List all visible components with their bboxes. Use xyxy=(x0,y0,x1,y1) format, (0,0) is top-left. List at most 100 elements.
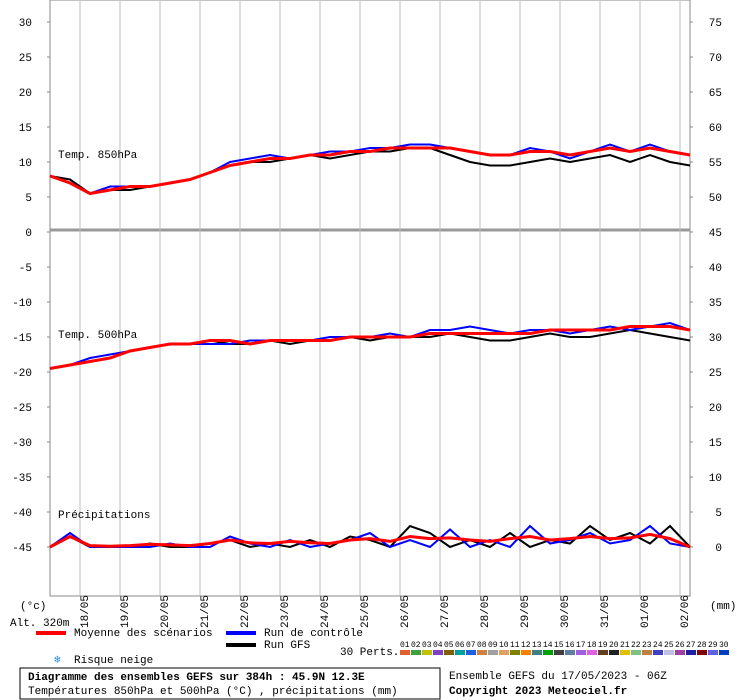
x-tick-label: 29/05 xyxy=(520,595,532,628)
y-tick-label: -15 xyxy=(12,333,32,345)
perturbation-label: 17 xyxy=(576,641,586,650)
y2-tick-label: 10 xyxy=(709,473,722,485)
perturbation-swatch xyxy=(587,650,597,655)
perturbation-label: 24 xyxy=(653,641,663,650)
y2-tick-label: 70 xyxy=(709,53,722,65)
y2-tick-label: 40 xyxy=(709,263,722,275)
perturbation-swatch xyxy=(697,650,707,655)
perturbation-swatch xyxy=(477,650,487,655)
y2-tick-label: 55 xyxy=(709,158,722,170)
y-tick-label: 5 xyxy=(25,193,32,205)
perturbation-swatch xyxy=(631,650,641,655)
perturbation-swatch xyxy=(719,650,729,655)
legend-label: Run GFS xyxy=(264,640,311,652)
perturbations-title: 30 Perts. xyxy=(340,647,399,659)
perturbation-swatch xyxy=(653,650,663,655)
perturbation-label: 19 xyxy=(598,641,608,650)
panel-label: Temp. 850hPa xyxy=(58,150,138,162)
x-tick-label: 23/05 xyxy=(280,595,292,628)
perturbation-swatch xyxy=(620,650,630,655)
x-tick-label: 25/05 xyxy=(360,595,372,628)
perturbation-swatch xyxy=(400,650,410,655)
perturbation-label: 09 xyxy=(488,641,498,650)
y2-tick-label: 75 xyxy=(709,18,722,30)
y-tick-label: 15 xyxy=(19,123,32,135)
footer-title: Diagramme des ensembles GEFS sur 384h : … xyxy=(28,672,365,684)
perturbation-label: 22 xyxy=(631,641,641,650)
y-tick-label: -30 xyxy=(12,438,32,450)
y-tick-label: -20 xyxy=(12,368,32,380)
perturbation-label: 14 xyxy=(543,641,553,650)
snow-risk: Risque neige xyxy=(74,655,153,667)
x-tick-label: 20/05 xyxy=(160,595,172,628)
y2-tick-label: 60 xyxy=(709,123,722,135)
perturbation-swatch xyxy=(411,650,421,655)
perturbation-label: 10 xyxy=(499,641,509,650)
perturbation-label: 27 xyxy=(686,641,696,650)
y2-tick-label: 15 xyxy=(709,438,722,450)
panel-label: Précipitations xyxy=(58,510,150,522)
perturbation-swatch xyxy=(664,650,674,655)
perturbation-swatch xyxy=(532,650,542,655)
x-tick-label: 19/05 xyxy=(120,595,132,628)
perturbation-label: 16 xyxy=(565,641,575,650)
perturbation-swatch xyxy=(609,650,619,655)
perturbation-swatch xyxy=(466,650,476,655)
y2-tick-label: 25 xyxy=(709,368,722,380)
y-unit: (°c) xyxy=(20,601,46,613)
y-tick-label: -35 xyxy=(12,473,32,485)
y2-tick-label: 0 xyxy=(715,543,722,555)
legend-label: Run de contrôle xyxy=(264,628,363,640)
perturbation-swatch xyxy=(554,650,564,655)
x-tick-label: 28/05 xyxy=(480,595,492,628)
y2-tick-label: 20 xyxy=(709,403,722,415)
x-tick-label: 01/06 xyxy=(640,595,652,628)
perturbation-swatch xyxy=(422,650,432,655)
perturbation-label: 23 xyxy=(642,641,652,650)
perturbation-swatch xyxy=(444,650,454,655)
series-line xyxy=(49,146,691,196)
y2-tick-label: 65 xyxy=(709,88,722,100)
y2-tick-label: 45 xyxy=(709,228,722,240)
perturbation-label: 26 xyxy=(675,641,685,650)
y2-tick-label: 5 xyxy=(715,508,722,520)
x-tick-label: 21/05 xyxy=(200,595,212,628)
perturbation-swatch xyxy=(433,650,443,655)
y-tick-label: -45 xyxy=(12,543,32,555)
footer-subtitle: Températures 850hPa et 500hPa (°C) , pré… xyxy=(28,686,398,698)
perturbation-label: 08 xyxy=(477,641,487,650)
panel-label: Temp. 500hPa xyxy=(58,330,138,342)
y-tick-label: -10 xyxy=(12,298,32,310)
perturbation-swatch xyxy=(455,650,465,655)
y-tick-label: -5 xyxy=(19,263,32,275)
perturbation-label: 28 xyxy=(697,641,707,650)
perturbation-swatch xyxy=(708,650,718,655)
perturbation-swatch xyxy=(521,650,531,655)
y-tick-label: 25 xyxy=(19,53,32,65)
footer-copyright: Copyright 2023 Meteociel.fr xyxy=(449,686,627,698)
perturbation-label: 01 xyxy=(400,641,410,650)
x-tick-label: 24/05 xyxy=(320,595,332,628)
plot-frame xyxy=(49,0,691,597)
perturbation-swatch xyxy=(675,650,685,655)
perturbation-label: 05 xyxy=(444,641,454,650)
x-tick-label: 02/06 xyxy=(680,595,692,628)
perturbation-label: 13 xyxy=(532,641,542,650)
perturbation-label: 18 xyxy=(587,641,597,650)
y-tick-label: -25 xyxy=(12,403,32,415)
perturbation-swatch xyxy=(543,650,553,655)
y-tick-label: 20 xyxy=(19,88,32,100)
footer-run: Ensemble GEFS du 17/05/2023 - 06Z xyxy=(449,671,667,683)
perturbation-label: 20 xyxy=(609,641,619,650)
perturbation-label: 07 xyxy=(466,641,476,650)
y2-tick-label: 50 xyxy=(709,193,722,205)
y-tick-label: -40 xyxy=(12,508,32,520)
perturbation-swatch xyxy=(576,650,586,655)
perturbation-label: 15 xyxy=(554,641,564,650)
x-tick-label: 26/05 xyxy=(400,595,412,628)
perturbation-label: 21 xyxy=(620,641,630,650)
perturbation-swatch xyxy=(642,650,652,655)
perturbation-label: 06 xyxy=(455,641,465,650)
perturbation-label: 11 xyxy=(510,641,520,650)
